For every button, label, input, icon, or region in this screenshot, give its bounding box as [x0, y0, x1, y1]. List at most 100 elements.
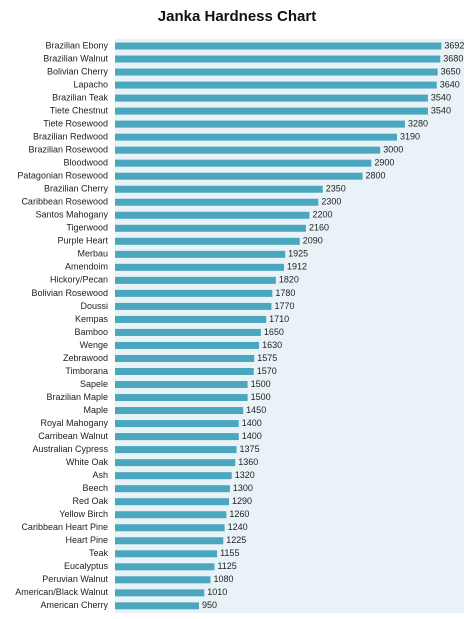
- value-label: 1360: [238, 457, 258, 467]
- value-label: 1320: [235, 470, 255, 480]
- value-label: 3190: [400, 132, 420, 142]
- y-tick-label: Yellow Birch: [59, 509, 108, 519]
- bar: [115, 55, 441, 63]
- value-label: 1650: [264, 327, 284, 337]
- value-label: 3692: [444, 40, 464, 50]
- bar: [115, 420, 239, 428]
- y-tick-label: Teak: [89, 548, 109, 558]
- value-label: 1575: [257, 353, 277, 363]
- y-tick-label: Santos Mahogany: [35, 210, 108, 220]
- bar: [115, 459, 236, 467]
- y-tick-label: Patagonian Rosewood: [17, 171, 108, 181]
- value-label: 1450: [246, 405, 266, 415]
- value-label: 950: [202, 600, 217, 610]
- value-label: 1710: [269, 314, 289, 324]
- value-label: 3000: [383, 145, 403, 155]
- bar: [115, 146, 381, 154]
- bar: [115, 224, 306, 232]
- bar: [115, 498, 230, 506]
- y-tick-label: Hickory/Pecan: [50, 275, 108, 285]
- value-label: 1125: [217, 561, 236, 571]
- bar: [115, 107, 428, 115]
- bar: [115, 472, 232, 480]
- value-label: 1225: [226, 535, 246, 545]
- y-tick-label: Brazilian Walnut: [43, 53, 108, 63]
- value-label: 3540: [431, 92, 451, 102]
- bar: [115, 381, 248, 389]
- bar: [115, 485, 230, 493]
- bar: [115, 198, 319, 206]
- value-label: 2800: [366, 171, 386, 181]
- value-label: 1630: [262, 340, 282, 350]
- bar: [115, 315, 267, 323]
- value-label: 1912: [287, 262, 307, 272]
- bar: [115, 211, 310, 219]
- bar: [115, 42, 442, 50]
- bar: [115, 446, 237, 454]
- y-tick-label: American Cherry: [40, 600, 108, 610]
- y-tick-label: Zebrawood: [63, 353, 108, 363]
- bar: [115, 237, 300, 245]
- value-label: 2900: [374, 158, 394, 168]
- y-tick-label: Royal Mahogany: [40, 418, 108, 428]
- bar: [115, 302, 272, 310]
- value-label: 1500: [251, 392, 271, 402]
- y-tick-label: Caribbean Heart Pine: [21, 522, 108, 532]
- value-label: 2160: [309, 223, 329, 233]
- y-tick-label: Red Oak: [72, 496, 108, 506]
- value-label: 1500: [251, 379, 271, 389]
- y-tick-label: Peruvian Walnut: [42, 574, 108, 584]
- value-label: 1770: [274, 301, 294, 311]
- value-label: 1290: [232, 496, 252, 506]
- y-tick-label: Australian Cypress: [32, 444, 108, 454]
- y-tick-label: Amendoim: [65, 262, 108, 272]
- bar: [115, 68, 438, 76]
- value-label: 3650: [441, 66, 461, 76]
- bar: [115, 276, 276, 284]
- y-tick-label: Maple: [83, 405, 108, 415]
- y-tick-label: American/Black Walnut: [15, 587, 108, 597]
- y-tick-label: Sapele: [80, 379, 108, 389]
- y-tick-label: Beech: [82, 483, 108, 493]
- bar: [115, 341, 260, 349]
- bar: [115, 550, 218, 558]
- y-tick-label: Kempas: [75, 314, 109, 324]
- bar: [115, 576, 211, 584]
- y-tick-label: Ash: [92, 470, 108, 480]
- value-label: 2300: [321, 197, 341, 207]
- bar: [115, 133, 397, 141]
- bar: [115, 120, 405, 128]
- value-label: 1400: [242, 431, 262, 441]
- value-label: 1820: [279, 275, 299, 285]
- value-label: 1375: [240, 444, 260, 454]
- value-label: 1240: [228, 522, 248, 532]
- y-tick-label: Wenge: [80, 340, 108, 350]
- y-tick-label: Merbau: [77, 249, 108, 259]
- y-tick-label: Caribbean Rosewood: [21, 197, 108, 207]
- value-label: 3680: [443, 53, 463, 63]
- value-label: 2200: [312, 210, 332, 220]
- y-tick-label: White Oak: [66, 457, 109, 467]
- bar: [115, 433, 239, 441]
- y-tick-label: Lapacho: [73, 79, 108, 89]
- y-tick-label: Eucalyptus: [64, 561, 109, 571]
- bar: [115, 94, 428, 102]
- bar: [115, 81, 437, 89]
- y-tick-label: Brazilian Redwood: [33, 132, 108, 142]
- bar: [115, 172, 363, 180]
- bar: [115, 250, 286, 258]
- value-label: 1570: [257, 366, 277, 376]
- y-tick-label: Bamboo: [74, 327, 108, 337]
- bar: [115, 289, 273, 297]
- y-tick-label: Heart Pine: [65, 535, 108, 545]
- bar: [115, 537, 224, 545]
- y-tick-label: Tigerwood: [66, 223, 108, 233]
- bar: [115, 328, 261, 336]
- bar: [115, 589, 205, 597]
- chart-title: Janka Hardness Chart: [158, 8, 316, 25]
- value-label: 1080: [213, 574, 233, 584]
- y-tick-label: Brazilian Teak: [52, 92, 108, 102]
- y-tick-label: Purple Heart: [57, 236, 108, 246]
- value-label: 1400: [242, 418, 262, 428]
